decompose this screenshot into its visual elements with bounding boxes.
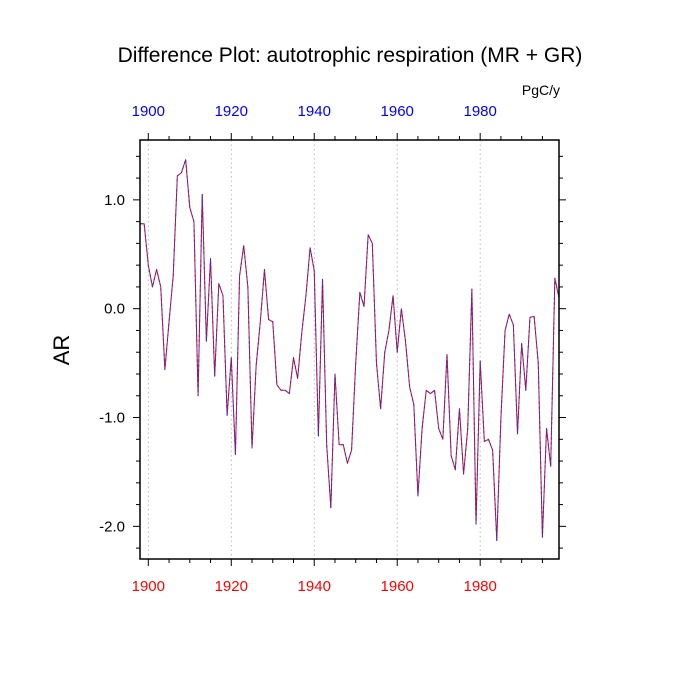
series-lines <box>140 159 560 541</box>
plot-frame <box>139 139 560 560</box>
y-tick-label: 0.0 <box>104 301 125 318</box>
x-tick-label-top: 1940 <box>298 103 331 120</box>
x-tick-label-top: 1900 <box>132 103 165 120</box>
series-line-2 <box>140 159 560 541</box>
x-tick-label-bottom: 1900 <box>132 578 165 595</box>
tick-labels: 1900 1900 1920 1920 1940 1940 1960 1960 1980 1980… <box>99 103 497 595</box>
chart-title: Difference Plot: autotrophic respiration… <box>118 44 583 67</box>
axis-ticks <box>133 133 566 566</box>
x-tick-label-top: 1960 <box>381 103 414 120</box>
x-tick-label-bottom: 1920 <box>215 578 248 595</box>
y-tick-label: 1.0 <box>104 192 125 209</box>
x-tick-label-top: 1920 <box>215 103 248 120</box>
y-tick-label: -2.0 <box>99 518 125 535</box>
x-tick-label-top: 1980 <box>463 103 496 120</box>
units-label: PgC/y <box>522 82 560 98</box>
x-tick-label-bottom: 1960 <box>381 578 414 595</box>
x-tick-label-bottom: 1980 <box>463 578 496 595</box>
y-axis-label: AR <box>49 335 74 366</box>
x-tick-label-bottom: 1940 <box>298 578 331 595</box>
y-tick-label: -1.0 <box>99 410 125 427</box>
grid <box>147 140 481 559</box>
